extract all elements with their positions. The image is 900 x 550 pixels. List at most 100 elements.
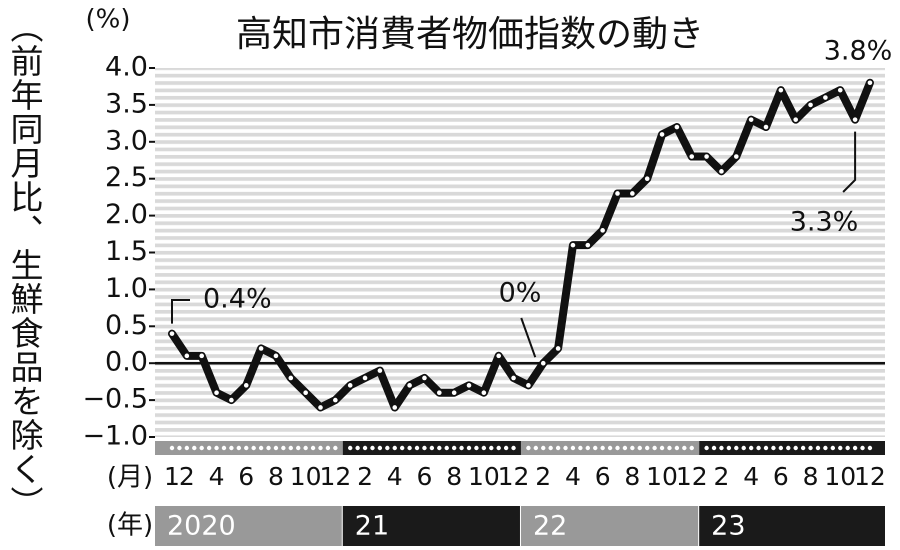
point [793,117,798,122]
point [837,87,843,93]
point [258,346,264,351]
strip-dot [726,445,732,451]
x-tick-label: 8 [803,462,819,491]
year-band [342,506,520,546]
strip-dot [414,445,420,451]
annotation-leader [171,299,190,324]
point [333,397,338,403]
strip-dot [645,445,650,451]
year-unit: (年) [107,511,153,541]
strip-dot [667,445,672,451]
x-tick-label: 12 [319,462,351,491]
strip-dot [860,445,865,451]
strip-dot [622,445,628,451]
strip-dot [711,445,717,451]
x-tick-label: 4 [743,462,759,491]
strip-dot [674,445,680,451]
strip-dot [266,445,271,451]
strip-dot [786,445,791,451]
point [422,375,427,381]
y-tick-label: 0.5 [105,310,148,341]
x-tick-label: 10 [468,462,500,491]
strip-dot [763,445,769,451]
y-tick-label: −0.5 [82,384,148,415]
strip-dot [578,445,583,451]
year-band [155,506,342,546]
strip-dot [192,445,197,451]
strip-dot [496,445,501,451]
strip-dot [526,445,531,451]
strip-dot [511,445,516,451]
point [347,383,353,388]
x-tick-label: 12 [498,462,530,491]
point [243,383,249,388]
strip-dot [370,445,375,451]
point [570,242,576,248]
strip-dot [303,445,308,451]
point [555,346,561,351]
point [719,169,724,174]
strip-dot [466,445,472,451]
y-tick-label: 2.0 [105,199,148,230]
annotation-leader [520,317,537,358]
strip-dot [199,445,204,451]
x-tick-label: 6 [238,462,254,491]
annotation: 0.4% [203,284,272,315]
point [481,390,487,396]
y-tick-label: 2.5 [105,162,148,193]
point [704,154,709,159]
strip-dot [593,445,598,451]
strip-dot [689,445,694,451]
year-label: 21 [355,511,389,542]
strip-dot [503,445,509,451]
point [169,331,175,336]
strip-dot [429,445,435,451]
year-label: 22 [533,511,567,542]
point [748,117,754,122]
point [778,87,784,93]
y-tick-label: 1.5 [105,236,148,267]
year-label: 23 [711,511,745,542]
y-tick-label: 3.0 [105,125,148,156]
strip-dot [451,445,457,451]
strip-dot [481,445,487,451]
x-tick-label: 6 [773,462,789,491]
strip-dot [756,445,761,451]
strip-dot [258,445,264,451]
point [199,353,204,359]
line [168,78,874,412]
strip-dot [296,445,301,451]
point [288,375,294,381]
x-tick-label: 6 [595,462,611,491]
x-tick-label: 10 [290,462,322,491]
annotation: 3.3% [790,207,859,238]
month-strip [699,441,885,455]
year-band [699,506,885,546]
strip-dot [533,445,539,451]
strip-dot [830,445,836,451]
x-tick-label: 2 [535,462,551,491]
strip-dot [355,445,360,451]
point [496,353,502,359]
strip-dot [823,445,828,451]
point [184,353,190,359]
strip-dot [845,445,850,451]
strip-dot [169,445,175,451]
x-tick-label: 8 [268,462,284,491]
strip-dot [244,445,249,451]
y-tick-label: 0.0 [105,347,148,378]
strip-dot [615,445,620,451]
point [318,405,323,410]
strip-dot [815,445,821,451]
strip-dot [474,445,479,451]
strip-dot [251,445,256,451]
strip-dot [288,445,293,451]
strip-dot [778,445,784,451]
x-tick-label: 4 [209,462,225,491]
point [303,390,308,396]
strip-dot [563,445,568,451]
strip-dot [444,445,449,451]
strip-dot [771,445,776,451]
point [377,368,383,373]
